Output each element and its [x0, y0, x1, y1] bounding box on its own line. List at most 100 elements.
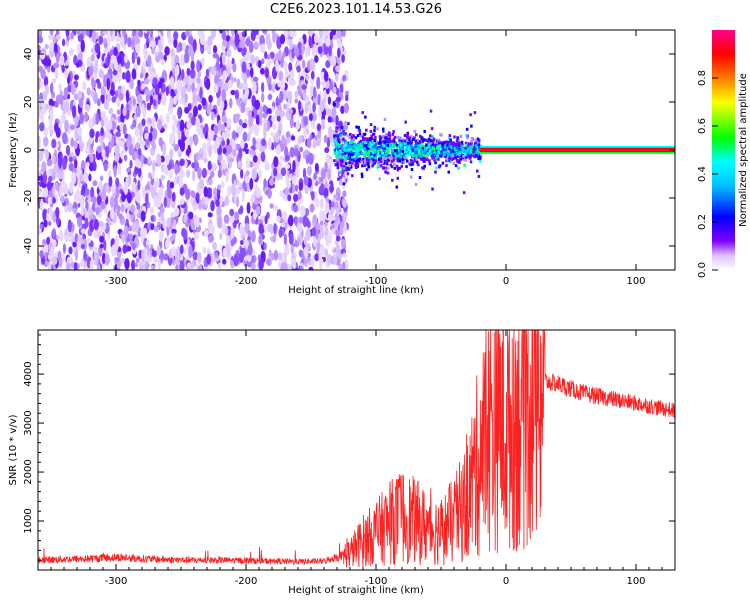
noise-cell — [294, 166, 300, 178]
onset-cell — [408, 162, 411, 166]
noise-cell — [198, 264, 203, 270]
noise-cell — [215, 136, 220, 149]
noise-cell — [110, 54, 117, 65]
noise-cell — [109, 49, 115, 57]
noise-cell — [111, 135, 115, 148]
noise-cell — [211, 66, 216, 76]
noise-cell — [308, 266, 314, 270]
noise-cell — [282, 194, 288, 201]
noise-cell — [290, 79, 296, 87]
onset-cell — [349, 133, 352, 137]
noise-cell — [221, 52, 226, 66]
noise-cell — [74, 248, 79, 262]
noise-cell — [174, 163, 179, 175]
noise-cell — [291, 51, 295, 59]
noise-cell — [303, 37, 307, 44]
noise-cell — [283, 103, 288, 110]
bottom-y-tick-label: 2000 — [23, 459, 34, 484]
noise-cell — [206, 248, 211, 256]
onset-cell — [372, 158, 375, 162]
onset-cell — [479, 153, 483, 157]
noise-cell — [297, 100, 302, 112]
noise-cell — [258, 169, 263, 179]
noise-cell — [82, 81, 87, 91]
noise-cell — [342, 213, 347, 223]
noise-cell — [122, 123, 127, 136]
noise-cell — [255, 187, 261, 199]
noise-cell — [169, 132, 175, 146]
onset-cell — [371, 137, 374, 141]
noise-cell — [282, 89, 288, 101]
noise-cell — [45, 149, 50, 161]
onset-cell — [372, 156, 375, 160]
onset-cell — [436, 153, 439, 157]
onset-cell — [381, 159, 385, 163]
noise-cell — [272, 205, 279, 211]
noise-cell — [180, 53, 185, 67]
onset-cell — [462, 147, 465, 151]
noise-cell — [266, 108, 273, 114]
noise-cell — [210, 111, 215, 121]
noise-cell — [192, 251, 198, 261]
onset-cell — [425, 143, 428, 147]
onset-cell — [354, 136, 358, 140]
onset-cell — [406, 159, 409, 163]
noise-cell — [132, 242, 136, 251]
noise-cell — [248, 115, 253, 128]
noise-cell — [140, 210, 146, 222]
noise-cell — [103, 162, 108, 172]
noise-cell — [261, 138, 266, 147]
onset-cell — [374, 147, 377, 151]
noise-cell — [261, 92, 265, 103]
noise-cell — [169, 148, 174, 160]
onset-cell — [333, 102, 336, 106]
noise-cell — [150, 187, 157, 199]
onset-cell — [400, 139, 404, 143]
noise-cell — [151, 116, 156, 129]
noise-cell — [305, 154, 310, 165]
noise-cell — [64, 99, 70, 112]
noise-cell — [62, 158, 67, 170]
noise-cell — [193, 231, 199, 240]
onset-cell — [470, 136, 474, 140]
noise-cell — [264, 161, 270, 172]
onset-cell — [421, 157, 424, 161]
noise-cell — [255, 114, 260, 127]
noise-cell — [206, 190, 213, 199]
onset-cell — [477, 143, 481, 147]
noise-cell — [53, 162, 59, 174]
noise-cell — [151, 47, 156, 55]
noise-cell — [308, 152, 314, 165]
onset-cell — [364, 144, 368, 148]
onset-cell — [415, 133, 418, 137]
onset-cell — [439, 141, 443, 145]
noise-cell — [52, 197, 56, 204]
noise-cell — [79, 195, 85, 207]
noise-cell — [51, 153, 56, 165]
onset-cell — [335, 150, 339, 154]
onset-cell — [434, 161, 437, 165]
onset-cell — [387, 146, 390, 150]
noise-cell — [230, 227, 235, 234]
noise-cell — [107, 161, 111, 169]
onset-cell — [393, 135, 397, 139]
noise-cell — [129, 159, 133, 169]
onset-cell — [379, 151, 382, 155]
noise-cell — [106, 95, 111, 102]
onset-cell — [350, 157, 354, 161]
onset-cell — [431, 143, 434, 147]
noise-cell — [342, 30, 346, 38]
onset-cell — [349, 141, 353, 145]
onset-cell — [335, 153, 339, 157]
noise-cell — [117, 115, 121, 123]
noise-cell — [123, 154, 128, 162]
noise-cell — [45, 84, 49, 96]
noise-cell — [330, 201, 335, 208]
noise-cell — [106, 77, 111, 91]
onset-cell — [380, 145, 383, 149]
noise-cell — [252, 155, 258, 163]
top-x-axis-label: Height of straight line (km) — [288, 285, 424, 296]
onset-cell — [394, 157, 397, 161]
noise-cell — [320, 168, 326, 180]
noise-cell — [167, 187, 172, 199]
